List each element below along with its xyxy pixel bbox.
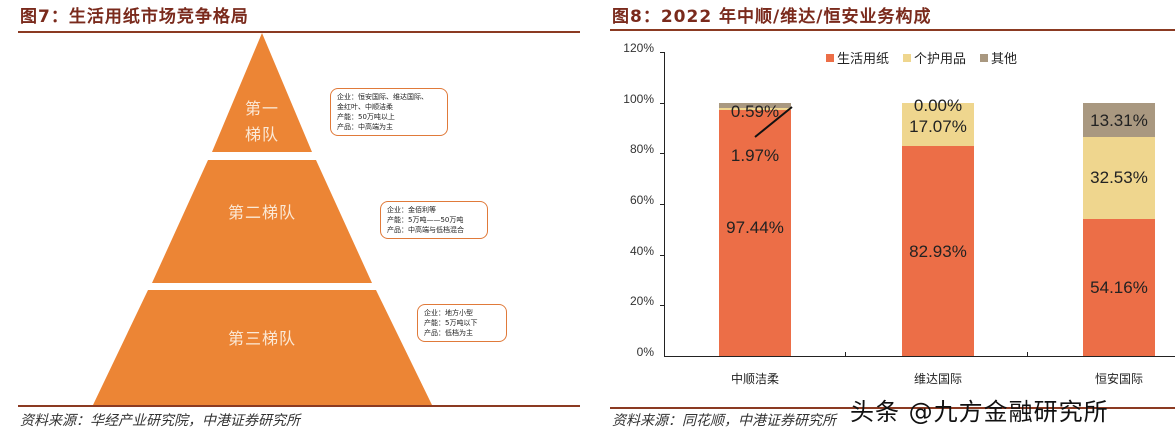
callout-line: 产品：中高端与低档混合 [387,226,464,234]
legend-item-other: 其他 [980,48,1017,67]
tier-2-label: 第二梯队 [227,203,296,222]
legend-item-paper: 生活用纸 [826,48,889,67]
tier-2-callout: 企业：金佰利等 产能：5万吨——50万吨 产品：中高端与低档混合 [380,201,488,239]
bar-segment-hengan-care [1083,137,1155,219]
brand-watermark: 头条 @九方金融研究所 [850,398,1109,426]
tier-3-callout: 企业：地方小型 产能：5万吨以下 产品：低档为主 [417,304,507,342]
data-label: 0.59% [730,102,780,121]
y-tick-mark [660,305,664,306]
x-axis [664,356,1175,357]
pyramid-tier-1 [212,33,312,152]
y-tick: 80% [629,142,654,156]
legend-swatch-icon [826,53,834,62]
bar-segment-hengan-paper [1083,219,1155,356]
legend-swatch-icon [903,53,912,62]
left-figure-title: 图7：生活用纸市场竞争格局 [20,7,249,27]
legend-item-personal-care: 个护用品 [903,48,966,67]
y-tick-mark [660,255,664,256]
y-tick-mark [660,153,664,154]
callout-line: 企业：金佰利等 [387,206,436,214]
callout-line: 产品：低档为主 [424,329,473,337]
tier-1-label-line1: 第一 [244,99,279,118]
left-title-rule [18,31,580,33]
y-tick-mark [660,52,664,53]
legend-label: 其他 [991,52,1018,67]
right-figure-title: 图8：2022 年中顺/维达/恒安业务构成 [612,7,932,27]
bar-segment-vinda-care [902,103,974,146]
callout-line: 产能：5万吨——50万吨 [387,216,464,224]
data-label: 82.93% [909,242,967,261]
callout-line: 金红叶、中顺洁柔 [337,103,393,111]
callout-line: 产品：中高端为主 [337,123,393,131]
left-source-rule [18,405,580,407]
left-figure-source: 资料来源：华经产业研究院，中港证券研究所 [20,413,300,429]
bar-segment-hengan-other [1083,103,1155,137]
callout-line: 产能：5万吨以下 [424,319,478,327]
data-label: 17.07% [909,117,967,136]
right-figure-source: 资料来源：同花顺，中港证券研究所 [612,413,836,429]
y-tick-mark [660,103,664,104]
bar-segment-vinda-paper [902,146,974,356]
y-tick: 40% [629,244,654,258]
x-category-label: 维达国际 [913,372,962,386]
y-tick: 20% [629,294,654,308]
callout-line: 企业：恒安国际、维达国际、 [337,93,428,101]
right-source-rule [610,407,1175,409]
data-label: 32.53% [1090,168,1148,187]
tier-1-label-line2: 梯队 [244,125,279,144]
data-label: 1.97% [730,146,780,165]
x-category-label: 恒安国际 [1094,372,1143,386]
callout-line: 企业：地方小型 [424,309,473,317]
x-category-label: 中顺洁柔 [730,372,779,386]
y-tick: 120% [623,41,654,55]
legend-swatch-icon [980,53,989,62]
bar-segment-zhongshun-care [719,108,791,110]
pyramid-diagram [93,33,432,405]
y-tick: 0% [636,345,654,359]
y-tick-mark [660,204,664,205]
y-axis [664,52,665,357]
x-tick-mark [1027,352,1028,356]
pyramid-tier-3 [93,290,432,405]
right-title-rule [610,29,1175,31]
legend-label: 生活用纸 [837,52,890,67]
tier-1-callout: 企业：恒安国际、维达国际、 金红叶、中顺洁柔 产能：50万吨以上 产品：中高端为… [330,88,448,136]
tier-1-label: 第一 梯队 [232,96,292,148]
leader-line [754,106,793,138]
data-label: 54.16% [1090,278,1148,297]
callout-line: 产能：50万吨以上 [337,113,395,121]
legend-label: 个护用品 [914,52,967,67]
data-label: 97.44% [726,218,784,237]
bar-segment-zhongshun-paper [719,109,791,356]
data-label: 0.00% [913,96,963,115]
chart-legend: 生活用纸 个护用品 其他 [826,48,1017,67]
x-tick-mark [845,352,846,356]
tier-3-label: 第三梯队 [227,329,296,348]
data-label: 13.31% [1090,111,1148,130]
bar-segment-zhongshun-other [719,103,791,108]
y-tick: 100% [623,92,654,106]
y-tick: 60% [629,193,654,207]
pyramid-tier-2 [152,160,372,283]
